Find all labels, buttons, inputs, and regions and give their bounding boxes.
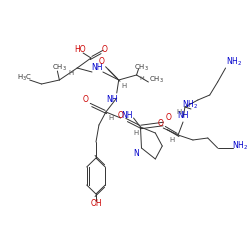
Text: NH: NH <box>106 94 118 104</box>
Text: H: H <box>176 109 182 115</box>
Text: CH$_3$: CH$_3$ <box>134 63 149 73</box>
Text: H: H <box>133 130 138 136</box>
Text: H: H <box>108 115 114 121</box>
Text: H: H <box>68 70 74 76</box>
Text: O: O <box>102 46 108 54</box>
Text: O: O <box>165 114 171 122</box>
Text: NH: NH <box>121 110 132 120</box>
Text: NH$_2$: NH$_2$ <box>232 140 248 152</box>
Text: O: O <box>157 118 163 128</box>
Text: O: O <box>82 96 88 104</box>
Text: H: H <box>170 137 175 143</box>
Text: H: H <box>121 83 126 89</box>
Text: NH: NH <box>177 112 189 120</box>
Text: O: O <box>99 58 105 66</box>
Text: NH: NH <box>91 64 103 72</box>
Text: N: N <box>134 148 140 158</box>
Text: NH$_2$: NH$_2$ <box>182 99 198 111</box>
Text: H: H <box>139 76 144 82</box>
Text: NH$_2$: NH$_2$ <box>226 56 242 68</box>
Text: O: O <box>118 110 124 120</box>
Text: CH$_3$: CH$_3$ <box>149 75 164 85</box>
Text: OH: OH <box>90 200 102 208</box>
Text: HO: HO <box>74 46 86 54</box>
Text: H$_3$C: H$_3$C <box>17 73 32 83</box>
Text: CH$_3$: CH$_3$ <box>52 63 67 73</box>
